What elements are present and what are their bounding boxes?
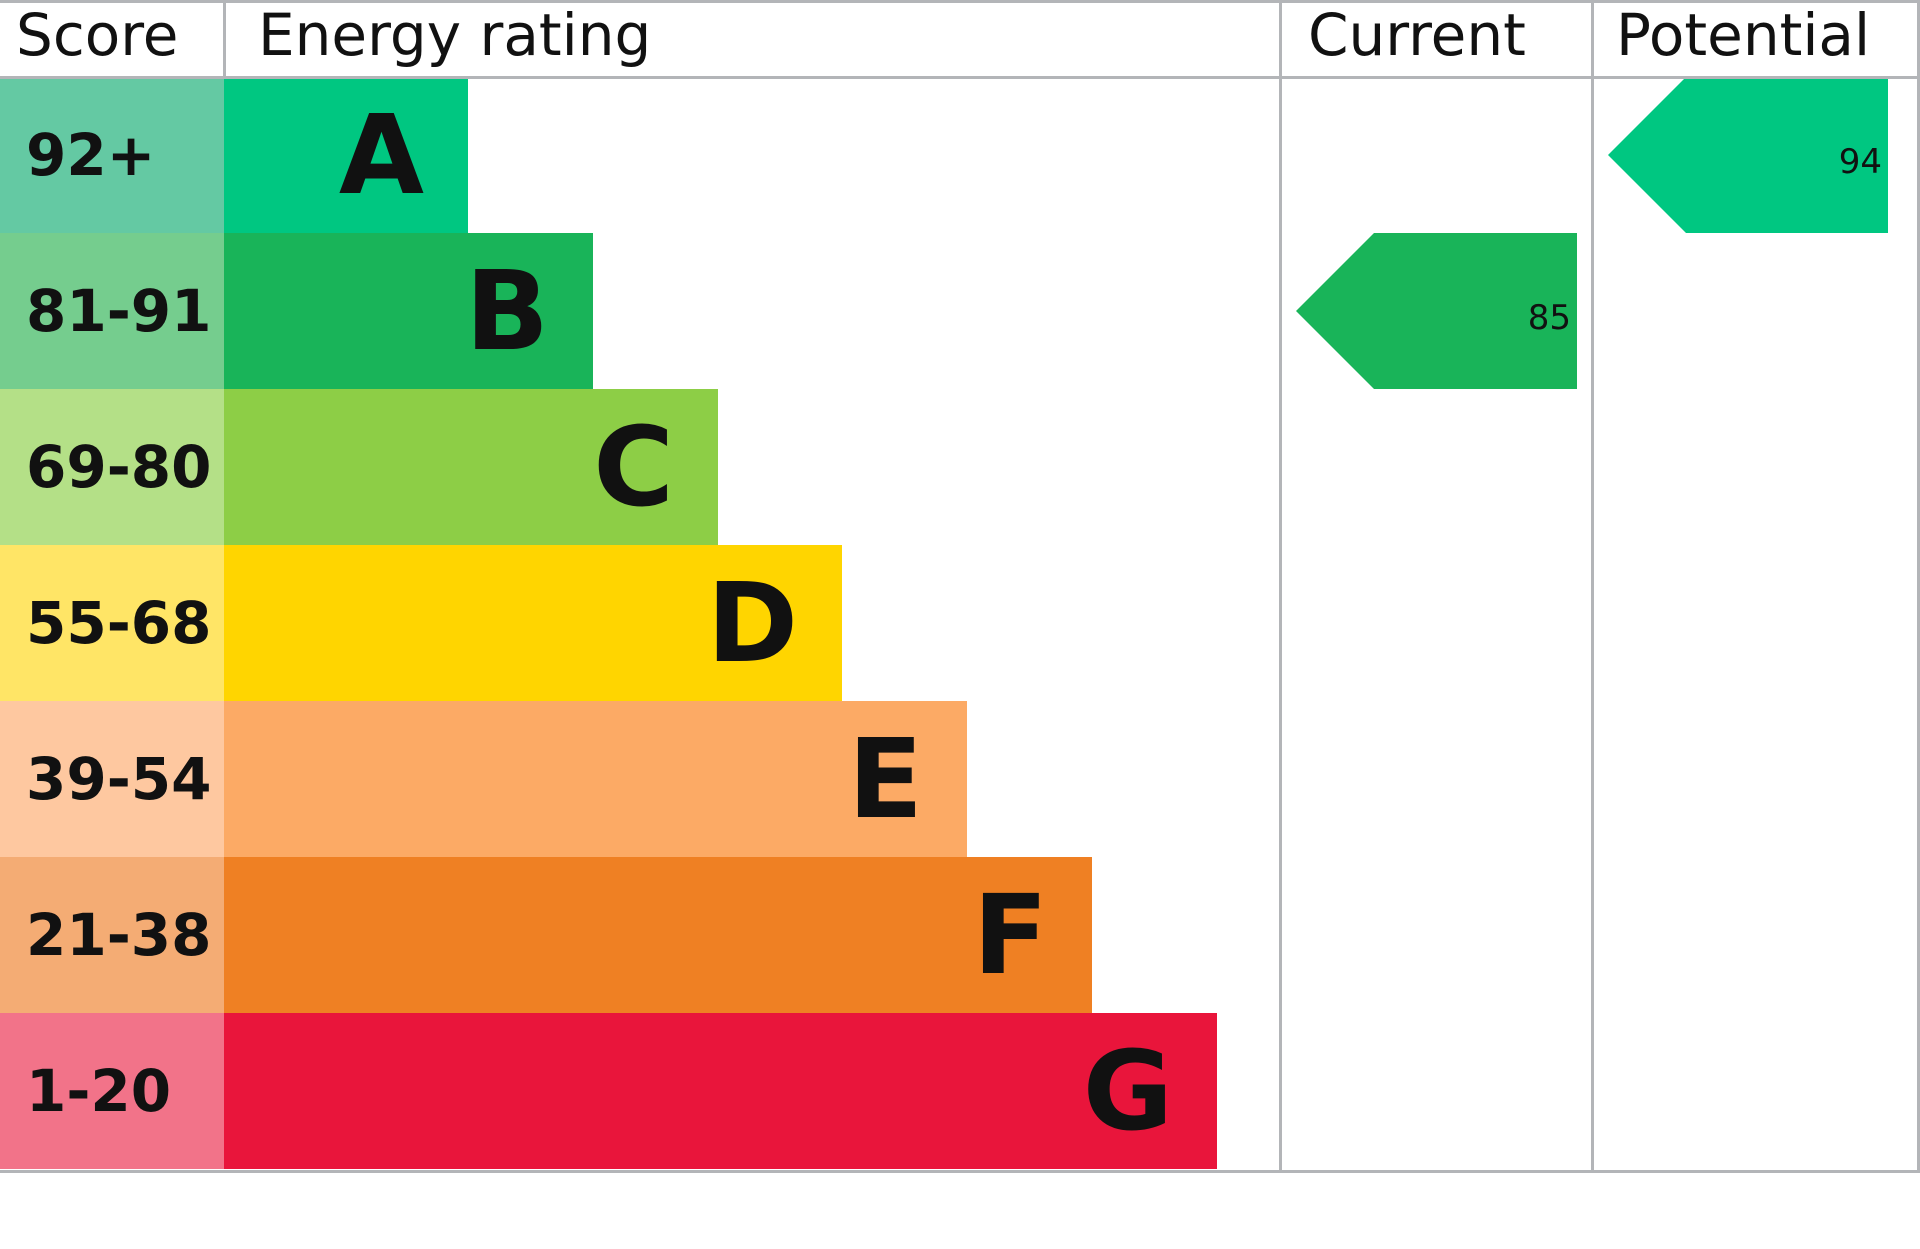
column-divider bbox=[223, 0, 226, 77]
rating-bar-d: D bbox=[224, 545, 842, 701]
header-score: Score bbox=[16, 1, 179, 69]
rating-bar-g: G bbox=[224, 1013, 1217, 1169]
score-range-a: 92+ bbox=[0, 77, 224, 233]
column-divider bbox=[1591, 0, 1594, 1173]
score-range-c: 69-80 bbox=[0, 389, 224, 545]
score-range-g: 1-20 bbox=[0, 1013, 224, 1169]
current-rating-value: 85 bbox=[1528, 298, 1571, 338]
rating-letter: D bbox=[706, 559, 798, 687]
potential-rating-value: 94 bbox=[1839, 142, 1882, 182]
score-range-e: 39-54 bbox=[0, 701, 224, 857]
current-rating-arrow bbox=[1296, 233, 1577, 389]
rating-letter: G bbox=[1082, 1027, 1173, 1155]
column-divider bbox=[1279, 0, 1282, 1173]
rating-bar-e: E bbox=[224, 701, 967, 857]
potential-rating-arrow bbox=[1608, 77, 1888, 233]
rating-bar-c: C bbox=[224, 389, 718, 545]
rating-bar-f: F bbox=[224, 857, 1092, 1013]
header-energy-rating: Energy rating bbox=[258, 1, 652, 69]
header-current: Current bbox=[1308, 1, 1526, 69]
header-potential: Potential bbox=[1616, 1, 1871, 69]
rating-letter: C bbox=[593, 403, 674, 531]
score-range-f: 21-38 bbox=[0, 857, 224, 1013]
rating-letter: B bbox=[465, 247, 549, 375]
rating-letter: F bbox=[972, 871, 1048, 999]
rating-letter: E bbox=[847, 715, 923, 843]
rating-bar-b: B bbox=[224, 233, 593, 389]
header-divider bbox=[0, 76, 1920, 79]
rating-letter: A bbox=[338, 91, 424, 219]
score-range-d: 55-68 bbox=[0, 545, 224, 701]
column-divider bbox=[1917, 0, 1920, 1173]
bottom-border bbox=[0, 1170, 1920, 1173]
rating-bar-a: A bbox=[224, 77, 468, 233]
top-border bbox=[0, 0, 1920, 3]
score-range-b: 81-91 bbox=[0, 233, 224, 389]
